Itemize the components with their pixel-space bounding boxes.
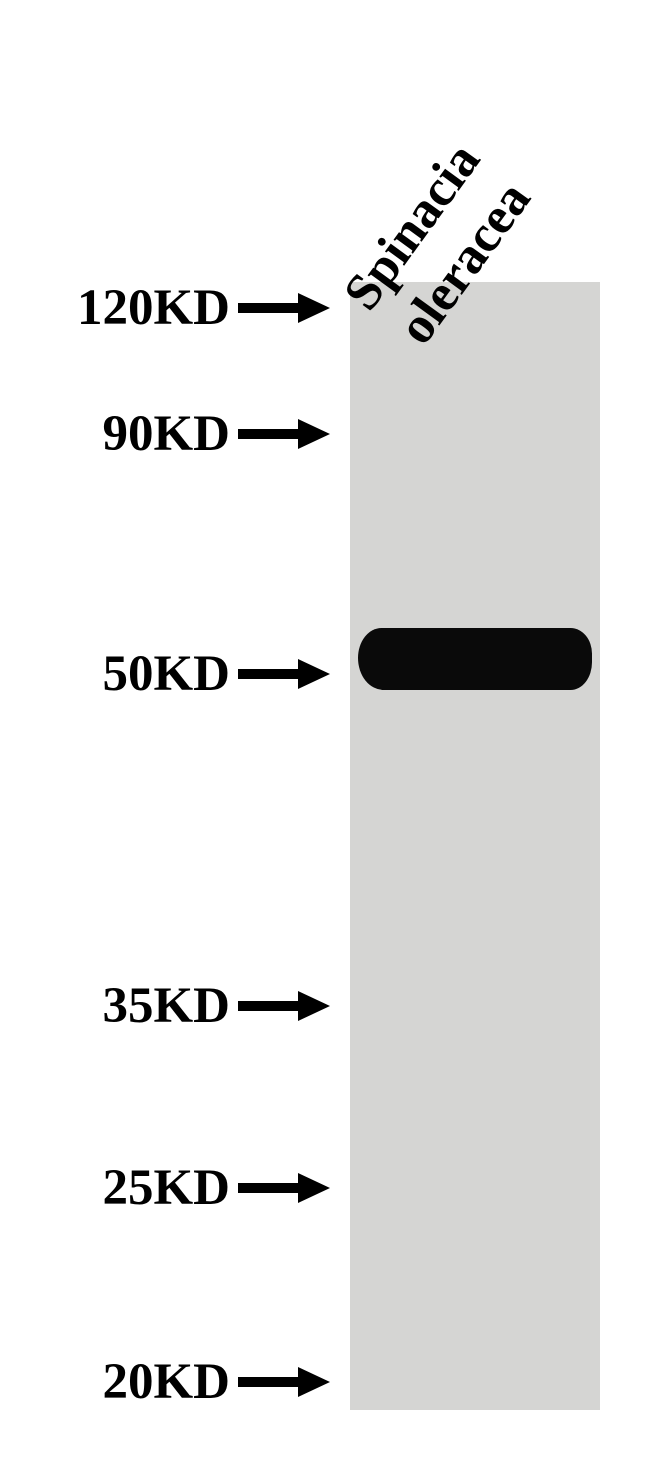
- mw-marker-label: 90KD: [20, 405, 230, 463]
- mw-marker-label: 20KD: [20, 1353, 230, 1411]
- mw-marker-label: 120KD: [20, 279, 230, 337]
- arrow-right-icon: [238, 293, 330, 323]
- mw-marker-row: 90KD: [20, 405, 330, 463]
- western-blot-figure: Spinaciaoleracea 120KD90KD50KD35KD25KD20…: [0, 0, 650, 1464]
- mw-marker-label: 25KD: [20, 1159, 230, 1217]
- mw-marker-row: 35KD: [20, 977, 330, 1035]
- mw-marker-row: 25KD: [20, 1159, 330, 1217]
- arrow-right-icon: [238, 991, 330, 1021]
- arrow-right-icon: [238, 1367, 330, 1397]
- arrow-right-icon: [238, 659, 330, 689]
- arrow-right-icon: [238, 419, 330, 449]
- mw-marker-label: 50KD: [20, 645, 230, 703]
- arrow-right-icon: [238, 1173, 330, 1203]
- mw-marker-row: 120KD: [20, 279, 330, 337]
- gel-lane: [350, 282, 600, 1410]
- mw-marker-row: 50KD: [20, 645, 330, 703]
- mw-marker-label: 35KD: [20, 977, 230, 1035]
- mw-marker-row: 20KD: [20, 1353, 330, 1411]
- protein-band: [358, 628, 592, 690]
